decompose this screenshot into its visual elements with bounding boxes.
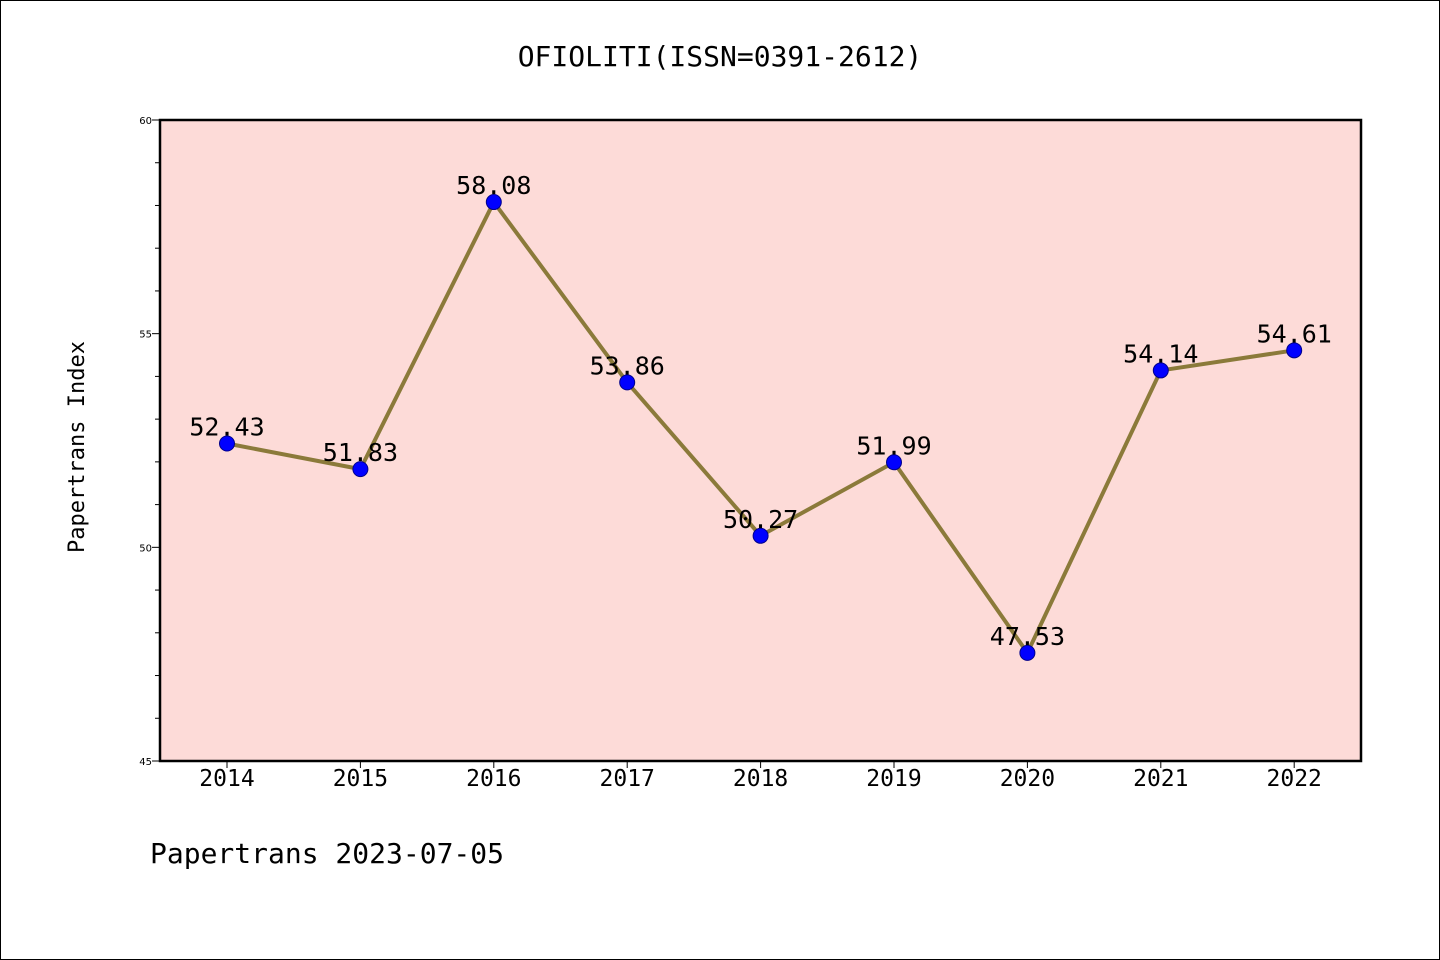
data-label: 54.61 bbox=[1257, 319, 1332, 348]
data-point bbox=[752, 527, 769, 544]
data-labels: 52.43 51.83 58.08 53.86 50.27 51.99 47.53 54.14… bbox=[189, 171, 1331, 651]
y-tick-label: 55 bbox=[139, 330, 152, 341]
data-point bbox=[1019, 644, 1036, 661]
data-point bbox=[485, 194, 502, 211]
data-point bbox=[1152, 362, 1169, 379]
x-tick-label: 2015 bbox=[333, 766, 388, 792]
x-tick-label: 2022 bbox=[1267, 766, 1322, 792]
data-label: 51.99 bbox=[856, 431, 931, 460]
data-point bbox=[1286, 342, 1303, 359]
data-point bbox=[619, 374, 636, 391]
y-tick-label: 45 bbox=[139, 757, 152, 768]
y-axis-label: Papertrans Index bbox=[65, 341, 90, 553]
data-point bbox=[352, 461, 369, 478]
x-tick-label: 2020 bbox=[1000, 766, 1055, 792]
chart-title: OFIOLITI(ISSN=0391-2612) bbox=[518, 40, 923, 73]
data-label: 58.08 bbox=[456, 171, 531, 200]
plot-area bbox=[160, 120, 1361, 761]
series-layer bbox=[219, 194, 1303, 661]
x-tick-label: 2019 bbox=[866, 766, 921, 792]
plot-border bbox=[158, 118, 1363, 763]
x-tick-label: 2021 bbox=[1133, 766, 1188, 792]
x-tick-label: 2014 bbox=[199, 766, 254, 792]
x-tick-label: 2017 bbox=[600, 766, 655, 792]
axis-ticks: 45 50 55 60 2014 2015 2016 2017 2018 2019 2020 2021… bbox=[139, 116, 1322, 792]
footer-text: Papertrans 2023-07-05 bbox=[150, 837, 504, 870]
y-tick-label: 50 bbox=[139, 543, 152, 554]
data-label: 50.27 bbox=[723, 505, 798, 534]
data-label: 53.86 bbox=[590, 351, 665, 380]
x-tick-label: 2016 bbox=[466, 766, 521, 792]
data-point bbox=[219, 435, 235, 452]
data-label: 47.53 bbox=[990, 622, 1065, 651]
x-tick-label: 2018 bbox=[733, 766, 788, 792]
data-point bbox=[886, 454, 902, 471]
data-label: 54.14 bbox=[1123, 339, 1198, 368]
data-label: 51.83 bbox=[323, 438, 398, 467]
y-tick-label: 60 bbox=[139, 116, 152, 127]
data-label: 52.43 bbox=[189, 412, 264, 441]
